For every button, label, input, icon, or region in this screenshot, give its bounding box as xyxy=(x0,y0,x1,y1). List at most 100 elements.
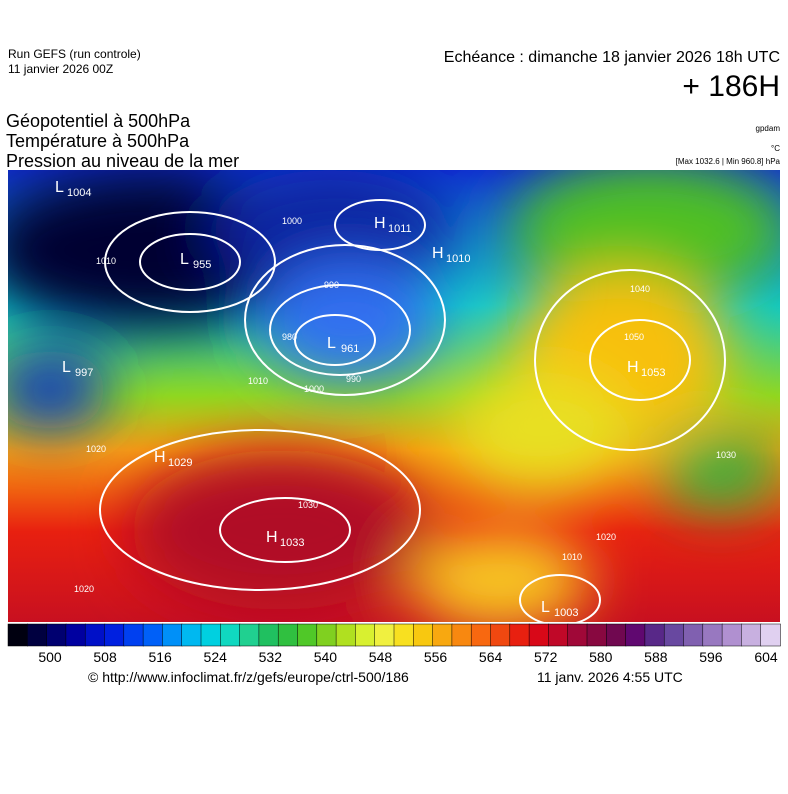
colorbar-swatch xyxy=(760,623,781,647)
colorbar-swatch xyxy=(335,623,357,647)
colorbar-swatch xyxy=(104,623,125,647)
colorbar-tick-label: 588 xyxy=(644,649,668,665)
colorbar-swatch xyxy=(220,623,241,647)
colorbar-swatch xyxy=(702,623,723,647)
isobar-label: 1030 xyxy=(716,450,736,460)
colorbar-swatch xyxy=(162,623,183,647)
colorbar-swatch xyxy=(297,623,318,647)
colorbar-swatch xyxy=(548,623,569,647)
colorbar-swatch xyxy=(123,623,144,647)
center-kind: L xyxy=(541,599,550,616)
title: Géopotentiel à 500hPa xyxy=(6,111,191,131)
center-kind: H xyxy=(374,215,386,232)
lead-time: + 186H xyxy=(682,70,780,103)
center-value: 1004 xyxy=(67,187,91,199)
colorbar-tick-label: 500 xyxy=(38,649,62,665)
center-kind: L xyxy=(180,251,189,268)
title: Température à 500hPa xyxy=(6,131,190,151)
isobar-label: 1040 xyxy=(630,284,650,294)
colorbar-swatch xyxy=(451,623,472,647)
run-date: 11 janvier 2026 00Z xyxy=(8,62,113,76)
colorbar-tick-label: 516 xyxy=(148,649,172,665)
colorbar-swatch xyxy=(27,623,48,647)
center-value: 1011 xyxy=(388,223,412,235)
colorbar-swatch xyxy=(374,623,395,647)
colorbar-tick-label: 596 xyxy=(699,649,723,665)
colorbar-swatch xyxy=(355,623,376,647)
colorbar-swatch xyxy=(644,623,665,647)
colorbar-swatch xyxy=(413,623,434,647)
timestamp: 11 janv. 2026 4:55 UTC xyxy=(537,669,683,685)
colorbar-tick-label: 604 xyxy=(754,649,778,665)
center-kind: H xyxy=(432,245,444,262)
colorbar-swatch xyxy=(239,623,260,647)
unit: °C xyxy=(771,144,780,153)
isobar-label: 1020 xyxy=(86,444,106,454)
colorbar-swatch xyxy=(142,623,164,647)
colorbar: 500 508 516 524 532 540 548 556 564 572 580 588 596 6… xyxy=(7,623,781,665)
center-value: 955 xyxy=(193,259,211,271)
map: L 1004 L 955 H 1011 H 1010 L 961 L 997 H 1029 H… xyxy=(8,170,780,622)
colorbar-swatch xyxy=(316,623,337,647)
colorbar-tick-label: 508 xyxy=(93,649,117,665)
colorbar-swatch xyxy=(567,623,588,647)
colorbar-swatch xyxy=(663,623,685,647)
isobar-label: 1000 xyxy=(282,216,302,226)
title: Pression au niveau de la mer xyxy=(6,151,239,171)
footer: © http://www.infoclimat.fr/z/gefs/europe… xyxy=(88,669,683,685)
colorbar-tick-label: 564 xyxy=(479,649,503,665)
colorbar-swatch xyxy=(7,623,29,647)
colorbar-swatch xyxy=(277,623,299,647)
center-value: 1003 xyxy=(554,607,578,619)
isobar-label: 1020 xyxy=(596,532,616,542)
colorbar-tick-label: 532 xyxy=(259,649,283,665)
center-kind: L xyxy=(327,335,336,352)
colorbar-swatch xyxy=(683,623,704,647)
echeance: Echéance : dimanche 18 janvier 2026 18h … xyxy=(444,49,780,66)
colorbar-swatch xyxy=(625,623,646,647)
center-kind: H xyxy=(154,449,166,466)
colorbar-swatch xyxy=(741,623,762,647)
center-kind: L xyxy=(55,179,64,196)
isobar-labels: 1000 990 980 1010 1000 990 1010 1020 103… xyxy=(74,216,736,594)
colorbar-swatch xyxy=(490,623,511,647)
isobar-label: 1020 xyxy=(74,584,94,594)
unit: gpdam xyxy=(756,124,781,133)
isobar-label: 980 xyxy=(282,332,297,342)
colorbar-swatch xyxy=(84,623,106,647)
colorbar-swatch xyxy=(509,623,530,647)
colorbar-swatch xyxy=(393,623,415,647)
colorbar-swatch xyxy=(432,623,453,647)
header: Run GEFS (run controle) 11 janvier 2026 … xyxy=(6,47,781,171)
center-kind: H xyxy=(266,529,278,546)
center-value: 1053 xyxy=(641,367,665,379)
colorbar-swatch xyxy=(46,623,67,647)
colorbar-swatch xyxy=(258,623,279,647)
isobar-label: 990 xyxy=(346,374,361,384)
isobar-label: 1050 xyxy=(624,332,644,342)
center-value: 1010 xyxy=(446,253,470,265)
colorbar-swatch xyxy=(65,623,86,647)
isobar-label: 1000 xyxy=(304,384,324,394)
colorbar-tick-label: 524 xyxy=(204,649,228,665)
colorbar-swatch xyxy=(606,623,627,647)
colorbar-tick-label: 572 xyxy=(534,649,558,665)
colorbar-swatch xyxy=(721,623,743,647)
center-value: 961 xyxy=(341,343,359,355)
isobar-label: 1030 xyxy=(298,500,318,510)
unit: [Max 1032.6 | Min 960.8] hPa xyxy=(676,157,781,166)
run: Run GEFS (run controle) xyxy=(8,47,141,61)
colorbar-tick-label: 580 xyxy=(589,649,613,665)
center-value: 997 xyxy=(75,367,93,379)
colorbar-swatch xyxy=(200,623,222,647)
isobar-label: 1010 xyxy=(96,256,116,266)
isobar-label: 990 xyxy=(324,280,339,290)
center-value: 1033 xyxy=(280,537,304,549)
center-value: 1029 xyxy=(168,457,192,469)
centers: L 1004 L 955 H 1011 H 1010 L 961 L 997 H 1029 H… xyxy=(55,179,665,619)
isobar-label: 1010 xyxy=(562,552,582,562)
center-kind: L xyxy=(62,359,71,376)
colorbar-swatch xyxy=(586,623,608,647)
colorbar-tick-label: 556 xyxy=(424,649,448,665)
